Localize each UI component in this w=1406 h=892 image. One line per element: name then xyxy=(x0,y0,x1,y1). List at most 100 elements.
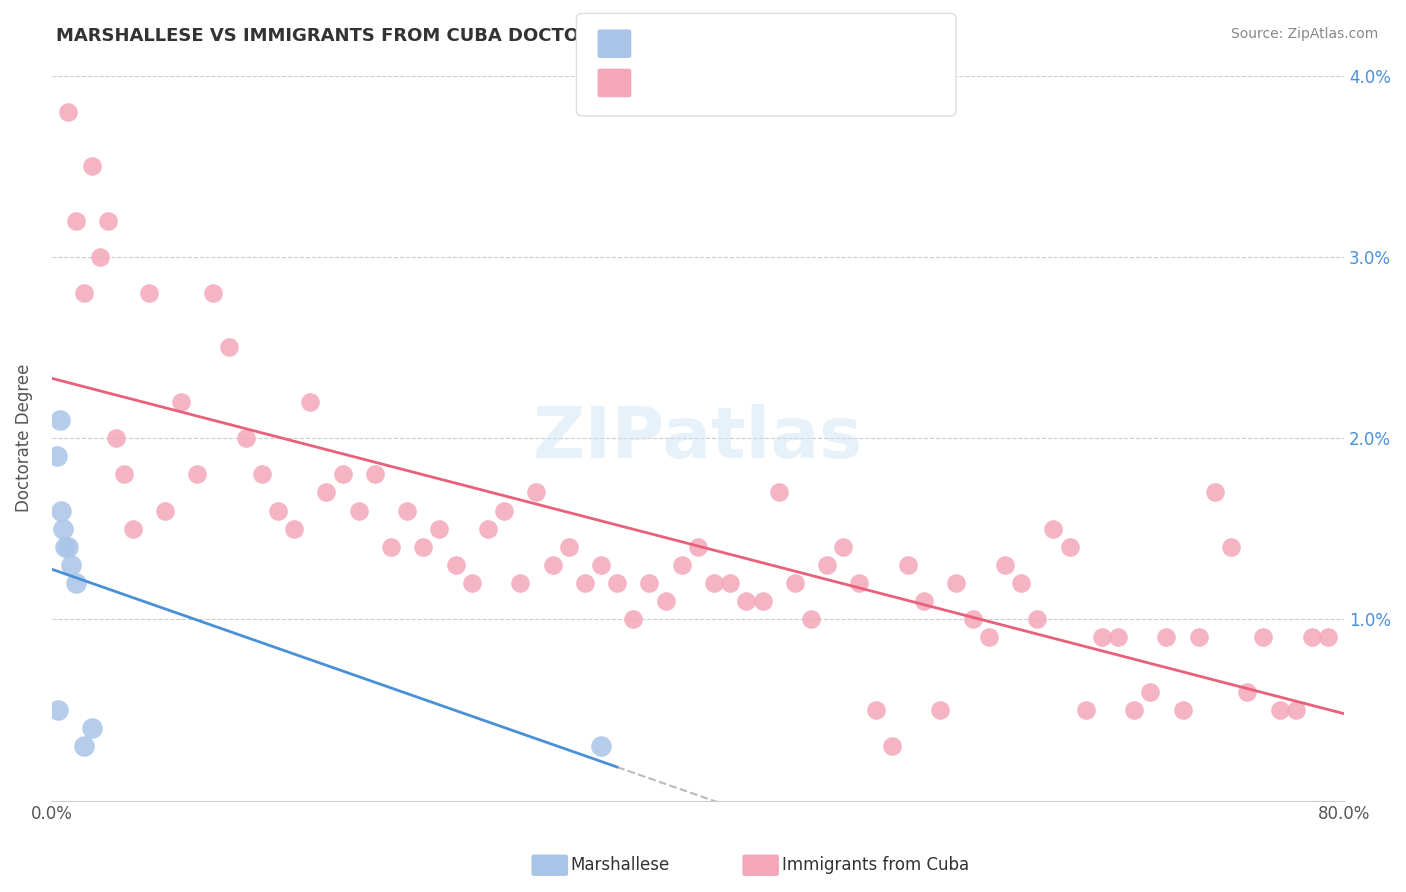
Point xyxy=(1010,576,1032,591)
Point xyxy=(170,394,193,409)
Point xyxy=(557,540,579,554)
Point xyxy=(73,739,96,754)
Point xyxy=(751,594,773,608)
Point xyxy=(396,503,419,517)
Point xyxy=(347,503,370,517)
Point xyxy=(671,558,693,572)
Point xyxy=(364,467,387,482)
Point xyxy=(299,394,322,409)
Point xyxy=(815,558,838,572)
Point xyxy=(186,467,208,482)
Point xyxy=(1317,631,1340,645)
Point xyxy=(52,522,75,536)
Point xyxy=(541,558,564,572)
Point xyxy=(1107,631,1129,645)
Point xyxy=(638,576,661,591)
Point xyxy=(621,612,644,626)
Point xyxy=(45,449,67,463)
Point xyxy=(783,576,806,591)
Point xyxy=(1139,685,1161,699)
Point xyxy=(1171,703,1194,717)
Point xyxy=(880,739,903,754)
Point xyxy=(218,340,240,354)
Text: 116: 116 xyxy=(804,75,837,89)
Text: Immigrants from Cuba: Immigrants from Cuba xyxy=(782,856,969,874)
Point xyxy=(1188,631,1211,645)
Point xyxy=(202,286,225,301)
Point xyxy=(589,739,612,754)
Point xyxy=(46,703,69,717)
Point xyxy=(65,213,87,227)
Point xyxy=(121,522,143,536)
Point xyxy=(429,522,451,536)
Point xyxy=(703,576,725,591)
Point xyxy=(962,612,984,626)
Point xyxy=(1123,703,1146,717)
Point xyxy=(494,503,516,517)
Point xyxy=(686,540,709,554)
Point xyxy=(332,467,354,482)
Point xyxy=(897,558,920,572)
Point xyxy=(65,576,87,591)
Point xyxy=(994,558,1017,572)
Point xyxy=(526,485,548,500)
Point xyxy=(477,522,499,536)
Point xyxy=(138,286,160,301)
Point xyxy=(89,250,111,264)
Point xyxy=(509,576,531,591)
Point xyxy=(1268,703,1291,717)
Point xyxy=(1156,631,1178,645)
Text: R =: R = xyxy=(643,75,676,89)
Text: ZIPatlas: ZIPatlas xyxy=(533,403,863,473)
Point xyxy=(235,431,257,445)
Point xyxy=(49,413,72,427)
Point xyxy=(589,558,612,572)
Point xyxy=(1236,685,1258,699)
Point xyxy=(73,286,96,301)
Point xyxy=(53,540,76,554)
Point xyxy=(718,576,741,591)
Point xyxy=(735,594,758,608)
Point xyxy=(283,522,305,536)
Point xyxy=(929,703,952,717)
Point xyxy=(654,594,676,608)
Point xyxy=(977,631,1000,645)
Point xyxy=(1042,522,1064,536)
Point xyxy=(768,485,790,500)
Point xyxy=(1253,631,1275,645)
Point xyxy=(848,576,870,591)
Point xyxy=(606,576,628,591)
Text: -0.211: -0.211 xyxy=(688,75,742,89)
Point xyxy=(461,576,484,591)
Point xyxy=(1026,612,1049,626)
Point xyxy=(56,540,79,554)
Point xyxy=(60,558,83,572)
Point xyxy=(105,431,128,445)
Point xyxy=(865,703,887,717)
Point xyxy=(56,104,79,119)
Point xyxy=(315,485,337,500)
Point xyxy=(380,540,402,554)
Text: Marshallese: Marshallese xyxy=(571,856,671,874)
Y-axis label: Doctorate Degree: Doctorate Degree xyxy=(15,364,32,512)
Point xyxy=(250,467,273,482)
Point xyxy=(1220,540,1243,554)
Point xyxy=(1091,631,1114,645)
Point xyxy=(153,503,176,517)
Point xyxy=(412,540,434,554)
Text: Source: ZipAtlas.com: Source: ZipAtlas.com xyxy=(1230,27,1378,41)
Text: R =: R = xyxy=(643,36,676,50)
Point xyxy=(82,721,104,735)
Point xyxy=(267,503,290,517)
Text: -0.319: -0.319 xyxy=(688,36,742,50)
Point xyxy=(832,540,855,554)
Point xyxy=(912,594,935,608)
Point xyxy=(114,467,136,482)
Point xyxy=(51,503,73,517)
Point xyxy=(1204,485,1226,500)
Point xyxy=(444,558,467,572)
Point xyxy=(1301,631,1323,645)
Point xyxy=(1074,703,1097,717)
Point xyxy=(945,576,967,591)
Point xyxy=(82,159,104,173)
